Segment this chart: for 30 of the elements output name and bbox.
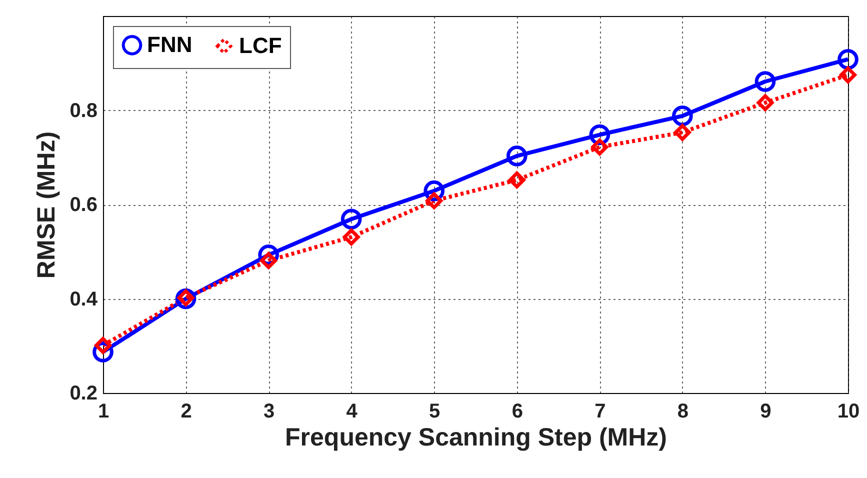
x-tick-label: 4 [346, 400, 358, 422]
point [754, 71, 776, 92]
point [508, 172, 526, 188]
x-tick-label: 10 [837, 400, 860, 422]
point [756, 94, 774, 112]
x-tick-label: 8 [677, 400, 689, 422]
y-tick-label: 0.6 [70, 194, 98, 216]
x-tick-label: 2 [180, 400, 192, 422]
y-tick-label: 0.8 [70, 100, 98, 122]
y-axis-title: RMSE (MHz) [32, 131, 61, 279]
point [838, 48, 858, 70]
y-tick-label: 0.2 [70, 382, 98, 404]
point [672, 106, 693, 126]
x-axis-title: Frequency Scanning Step (MHz) [285, 424, 667, 452]
point [840, 66, 856, 84]
x-tick-label: 6 [512, 400, 523, 422]
point [342, 228, 360, 246]
y-tick-label: 0.4 [70, 288, 98, 310]
legend-label: FNN [147, 32, 192, 58]
point [340, 208, 362, 230]
x-tick-label: 7 [594, 400, 606, 422]
x-tick-label: 3 [263, 400, 275, 422]
x-tick-label: 5 [429, 400, 440, 422]
x-tick-label: 9 [760, 400, 772, 422]
point [426, 192, 443, 210]
x-tick-label: 1 [98, 400, 110, 422]
point [591, 138, 608, 156]
point [506, 146, 528, 166]
legend-label: LCF [239, 33, 282, 58]
point [674, 124, 691, 141]
